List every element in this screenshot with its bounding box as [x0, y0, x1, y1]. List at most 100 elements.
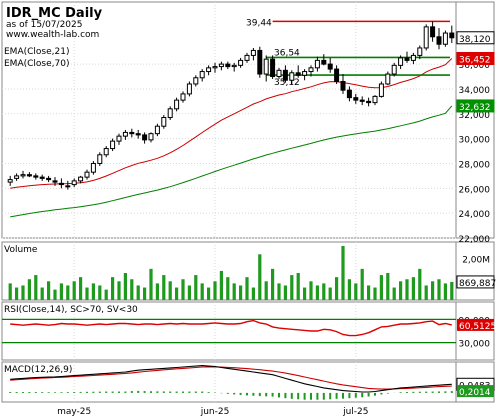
ema70-line — [10, 105, 453, 218]
price-tick-label: 28,000 — [459, 160, 491, 170]
volume-bar — [367, 285, 371, 300]
price-tick-label: 24,000 — [459, 210, 491, 220]
candle-body — [385, 73, 391, 85]
volume-bar — [264, 281, 268, 300]
volume-bar — [232, 283, 236, 300]
volume-bar — [98, 285, 102, 300]
price-tick-label: 30,000 — [459, 136, 491, 146]
candle-body — [33, 175, 39, 178]
volume-bar — [53, 289, 57, 300]
candle-body — [58, 182, 64, 186]
volume-bar — [283, 285, 287, 300]
candle-body — [65, 185, 71, 188]
volume-bar — [213, 281, 217, 300]
candle-body — [84, 171, 90, 178]
volume-bar — [8, 283, 12, 300]
volume-bar — [59, 283, 63, 300]
volume-bar — [239, 285, 243, 300]
volume-bar — [34, 275, 38, 300]
volume-title: Volume — [4, 245, 38, 255]
price-tick-label: 22,000 — [459, 235, 491, 245]
volume-bar — [277, 283, 281, 300]
price-tick-label: 34,000 — [459, 86, 491, 96]
candle-body — [430, 26, 436, 38]
volume-bar — [379, 275, 383, 300]
candle-body — [148, 133, 154, 141]
candle-body — [90, 162, 96, 173]
indicator-label: EMA(Close,21) — [4, 47, 69, 57]
volume-bar — [418, 268, 422, 300]
volume-bar — [411, 277, 415, 300]
candle-body — [257, 49, 263, 75]
volume-bar — [162, 275, 166, 300]
volume-bar — [91, 283, 95, 300]
rsi-line — [10, 319, 452, 337]
candle-body — [116, 135, 122, 142]
candle-body — [180, 93, 186, 101]
volume-bar — [303, 287, 307, 300]
candle-body — [218, 63, 224, 68]
macd-title: MACD(12,26,9) — [4, 365, 72, 375]
candle-body — [410, 54, 416, 61]
volume-bar — [72, 281, 76, 300]
level-label: 35,12 — [274, 78, 300, 88]
volume-bar — [47, 281, 51, 300]
volume-bar — [207, 287, 211, 300]
macd-hist-tag: 0,2014 — [459, 388, 491, 398]
volume-bar — [187, 285, 191, 300]
candle-body — [206, 67, 212, 73]
candle-body — [270, 58, 276, 78]
candle-body — [52, 180, 58, 183]
level-label: 39,44 — [246, 18, 272, 28]
candle-body — [353, 97, 359, 101]
candle-body — [391, 64, 397, 75]
volume-bar — [111, 277, 115, 300]
candle-body — [71, 180, 77, 186]
candle-body — [154, 125, 160, 135]
candle-body — [7, 179, 13, 183]
candle-body — [327, 63, 333, 70]
last-price-tag: 38,120 — [459, 35, 491, 45]
candle-body — [129, 131, 135, 135]
candle-body — [359, 99, 365, 102]
volume-bar — [399, 281, 403, 300]
volume-bar — [373, 287, 377, 300]
price-tick-label: 36,000 — [459, 61, 491, 71]
candle-body — [46, 177, 52, 181]
volume-bar — [309, 281, 313, 300]
candle-body — [378, 83, 384, 97]
volume-bar — [328, 287, 332, 300]
rsi-last-tag-bg — [457, 318, 494, 331]
volume-bar — [104, 289, 108, 300]
candle-body — [302, 71, 308, 76]
candle-body — [314, 59, 320, 69]
volume-bar — [219, 270, 223, 300]
macd-line — [10, 365, 452, 393]
rsi-title: RSI(Close,14), SC>70, SV<30 — [4, 305, 138, 315]
candle-body — [231, 64, 237, 68]
candle-body — [295, 72, 301, 76]
volume-bar — [354, 283, 358, 300]
indicator-label: EMA(Close,70) — [4, 59, 69, 69]
rsi-panel-frame — [1, 301, 457, 361]
candle-body — [436, 36, 442, 45]
candle-body — [122, 131, 128, 137]
candle-body — [289, 72, 295, 81]
candle-body — [26, 174, 32, 177]
candle-body — [366, 100, 372, 104]
candle-body — [39, 176, 45, 179]
last-price-tag-bg — [456, 31, 495, 45]
chart-subtitle: as of 15/07/2025 — [6, 20, 82, 30]
candle-body — [250, 49, 256, 56]
volume-bar — [322, 283, 326, 300]
volume-bar — [450, 281, 454, 300]
candle-body — [193, 77, 199, 85]
candle-body — [346, 89, 352, 99]
volume-bar — [168, 281, 172, 300]
volume-bar — [386, 273, 390, 300]
candle-body — [404, 57, 410, 61]
candle-body — [263, 58, 269, 75]
volume-bar — [392, 287, 396, 300]
candle-body — [417, 47, 423, 56]
